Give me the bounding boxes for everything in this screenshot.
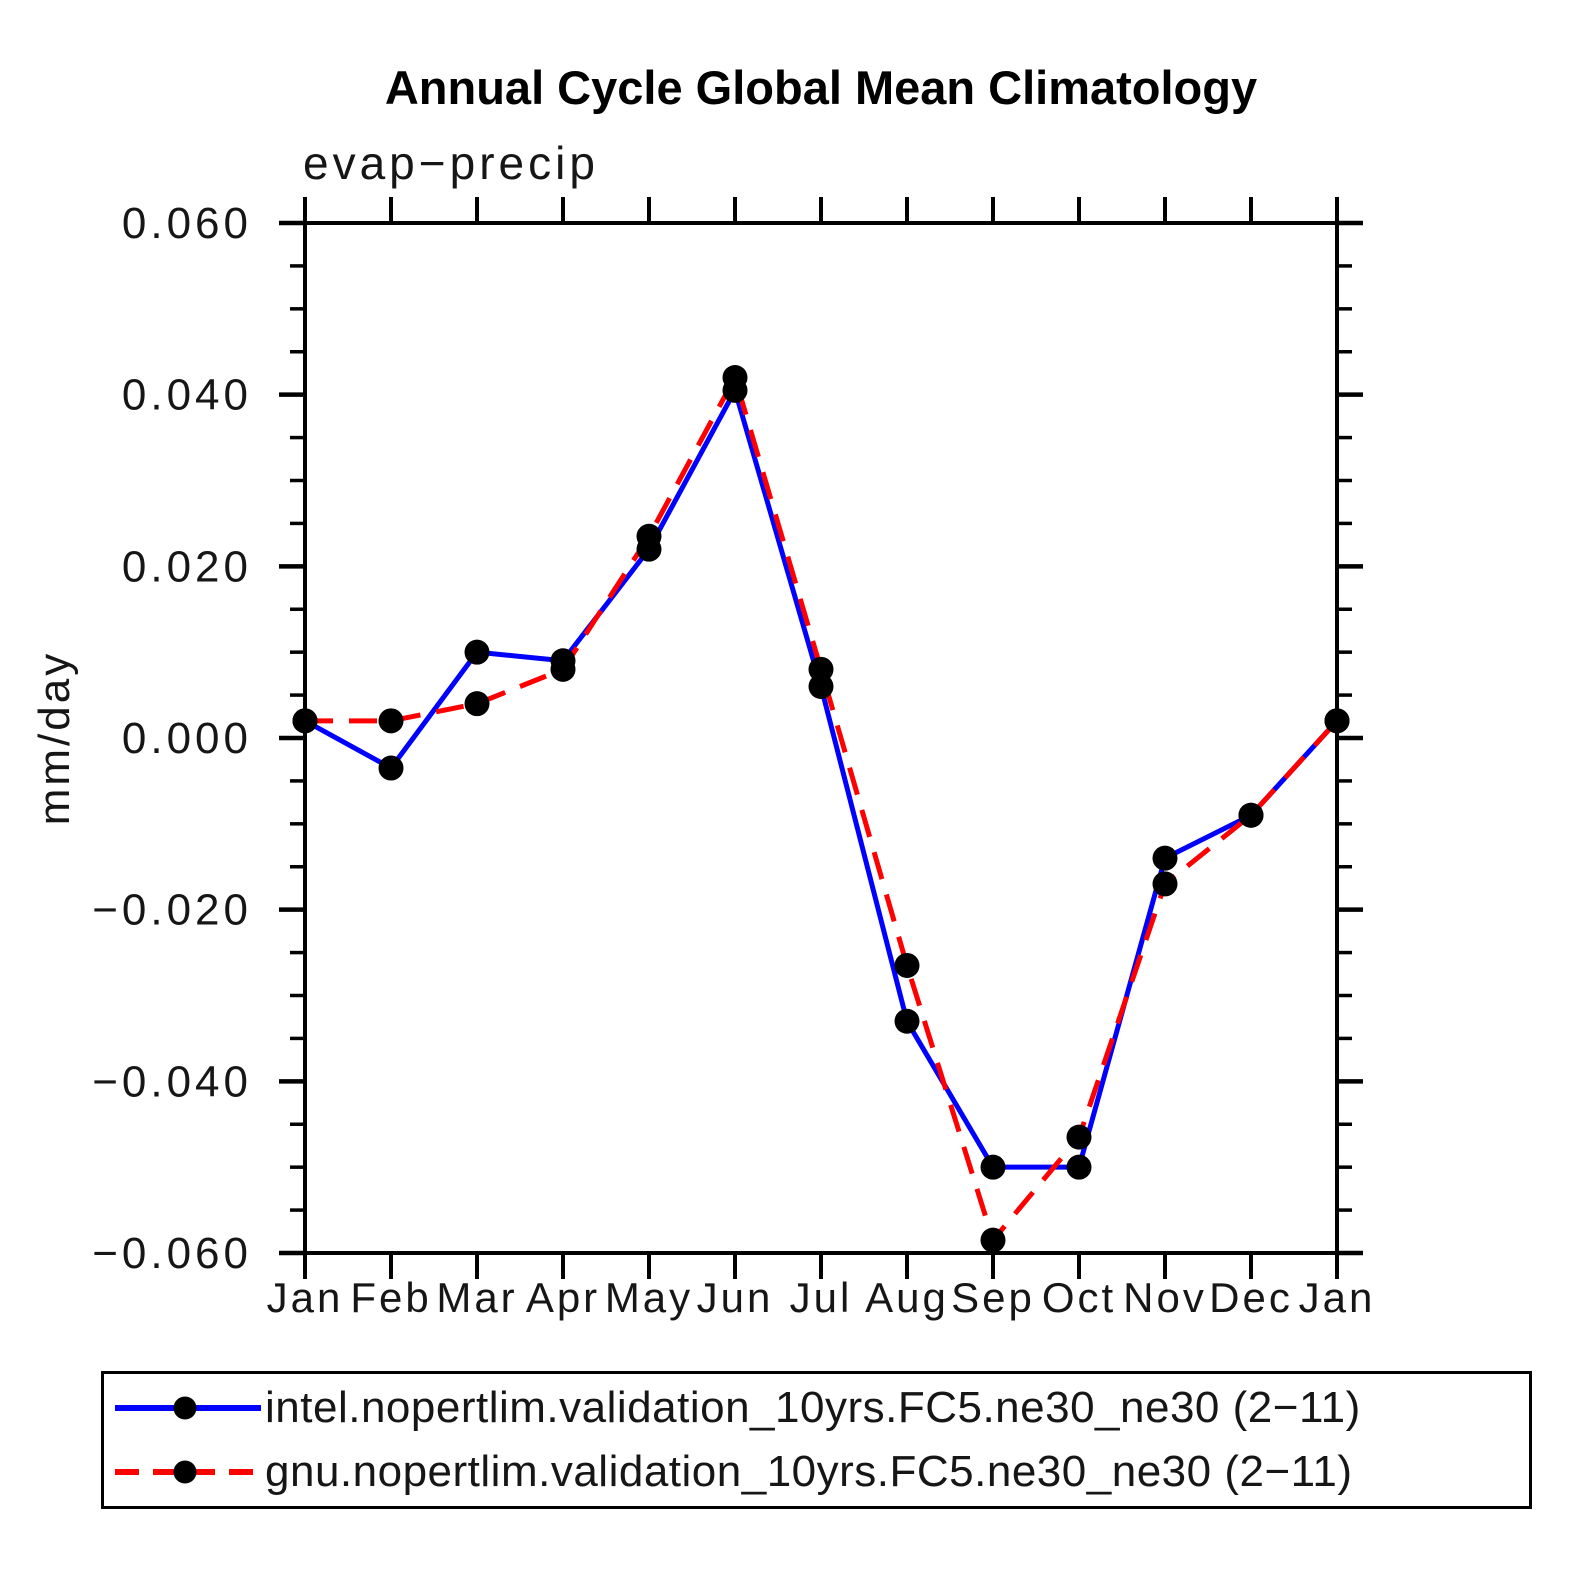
data-point-marker-intel <box>1066 1154 1092 1180</box>
x-tick-label: Nov <box>1123 1274 1207 1321</box>
x-tick-label: Jan <box>267 1274 344 1321</box>
data-point-marker-gnu <box>1152 871 1178 897</box>
x-tick-label: Jun <box>697 1274 774 1321</box>
series-line-gnu <box>305 370 1339 1246</box>
data-point-marker-gnu <box>1066 1124 1092 1150</box>
legend-line-sample-intel <box>115 1396 261 1420</box>
x-tick-label: Jan <box>1299 1274 1376 1321</box>
series-line-intel <box>303 383 1339 1170</box>
y-tick-label: −0.040 <box>92 1057 252 1106</box>
legend-line-sample-gnu <box>115 1460 261 1484</box>
x-tick-label: Sep <box>951 1274 1035 1321</box>
data-point-marker-gnu <box>980 1227 1006 1253</box>
data-point-marker-gnu <box>722 365 748 390</box>
x-tick-label: Jul <box>790 1274 853 1321</box>
legend-marker-gnu <box>173 1460 197 1484</box>
y-tick-label: 0.040 <box>122 371 252 420</box>
x-tick-label: Feb <box>350 1274 431 1321</box>
chart-title: Annual Cycle Global Mean Climatology <box>384 61 1258 114</box>
plot-box <box>303 221 1339 1255</box>
chart-subtitle: evap−precip <box>303 137 599 189</box>
x-tick-label: Oct <box>1042 1274 1116 1321</box>
x-tick-label: Mar <box>436 1274 517 1321</box>
x-tick-label: May <box>605 1274 693 1321</box>
data-point-marker-gnu <box>1324 708 1350 734</box>
legend: intel.nopertlim.validation_10yrs.FC5.ne3… <box>101 1371 1532 1509</box>
legend-label-intel: intel.nopertlim.validation_10yrs.FC5.ne3… <box>265 1382 1361 1432</box>
data-point-marker-intel <box>1152 845 1178 871</box>
legend-item-intel: intel.nopertlim.validation_10yrs.FC5.ne3… <box>104 1377 1529 1439</box>
legend-label-gnu: gnu.nopertlim.validation_10yrs.FC5.ne30_… <box>265 1447 1353 1497</box>
y-tick-label: 0.020 <box>122 542 252 591</box>
legend-item-gnu: gnu.nopertlim.validation_10yrs.FC5.ne30_… <box>104 1441 1529 1503</box>
data-point-marker-gnu <box>636 523 662 549</box>
x-tick-label: Apr <box>526 1274 600 1321</box>
data-point-marker-gnu <box>464 691 490 717</box>
data-point-marker-intel <box>464 639 490 665</box>
data-point-marker-gnu <box>292 708 318 734</box>
data-point-marker-intel <box>808 674 834 699</box>
data-point-marker-gnu <box>894 952 920 978</box>
data-point-marker-intel <box>894 1008 920 1034</box>
x-tick-label: Dec <box>1209 1274 1293 1321</box>
data-point-marker-gnu <box>808 656 834 682</box>
y-tick-label: −0.060 <box>92 1229 252 1278</box>
y-tick-label: 0.000 <box>122 714 252 763</box>
data-point-marker-intel <box>980 1154 1006 1180</box>
data-point-marker-intel <box>378 755 404 781</box>
data-point-marker-gnu <box>1238 802 1264 828</box>
y-tick-label: −0.020 <box>92 886 252 935</box>
data-point-marker-gnu <box>378 708 404 734</box>
legend-marker-intel <box>173 1396 197 1420</box>
data-point-marker-gnu <box>550 656 576 682</box>
x-tick-label: Aug <box>865 1274 949 1321</box>
y-tick-label: 0.060 <box>122 199 252 248</box>
